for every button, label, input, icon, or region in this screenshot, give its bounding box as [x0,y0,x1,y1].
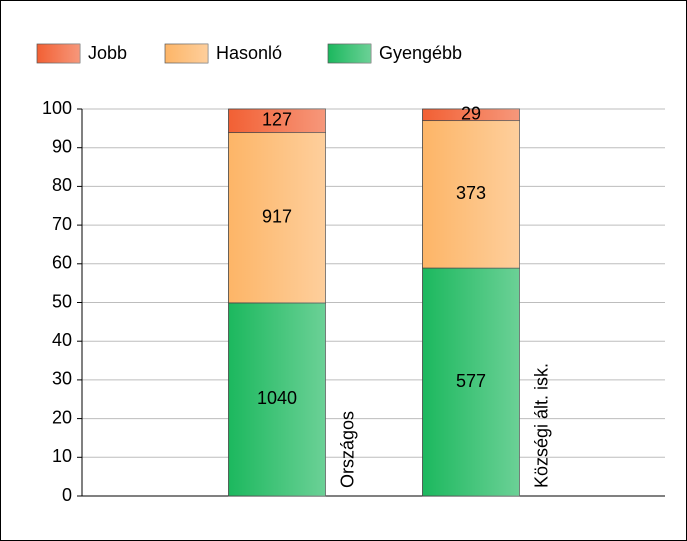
y-tick-label: 90 [52,136,72,156]
bar-sheen [228,109,326,133]
y-tick-label: 60 [52,253,72,273]
bar-sheen [422,109,520,121]
bar-sheen [228,132,326,303]
y-tick-label: 0 [62,485,72,505]
x-tick-label: Országos [337,411,357,488]
y-tick-label: 10 [52,446,72,466]
data-label: 29 [461,104,481,124]
y-tick-label: 70 [52,214,72,234]
legend-sheen [328,44,371,63]
bar-sheen [422,268,520,496]
data-label: 373 [456,183,486,203]
y-tick-label: 40 [52,330,72,350]
y-tick-label: 30 [52,369,72,389]
legend-label: Jobb [88,43,127,63]
data-label: 1040 [257,388,297,408]
data-label: 127 [262,110,292,130]
y-tick-label: 80 [52,175,72,195]
data-label: 577 [456,371,486,391]
y-tick-label: 50 [52,291,72,311]
bar-sheen [228,302,326,496]
bar-sheen [422,120,520,269]
legend-label: Hasonló [216,43,282,63]
x-tick-label: Községi ált. isk. [531,363,551,488]
legend-sheen [165,44,208,63]
legend-label: Gyengébb [379,43,462,63]
legend-sheen [37,44,80,63]
data-label: 917 [262,206,292,226]
y-tick-label: 20 [52,407,72,427]
y-tick-label: 100 [42,98,72,118]
